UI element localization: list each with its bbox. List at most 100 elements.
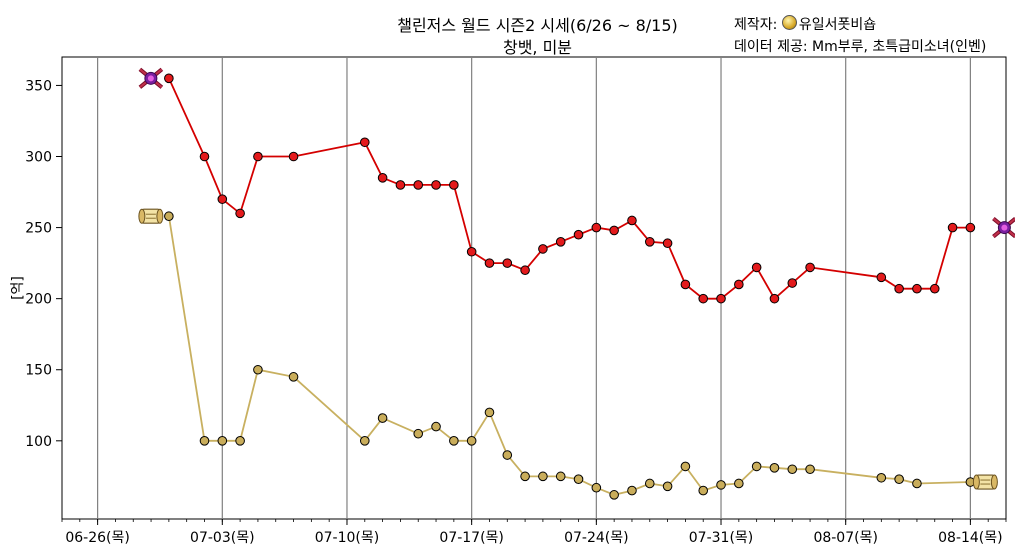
series-line (168, 216, 971, 496)
maker-label: 제작자: (734, 17, 778, 33)
series-2 (164, 211, 976, 500)
data-point (912, 478, 922, 489)
y-tick-label: 200 (25, 292, 52, 308)
plot-area (61, 56, 1007, 520)
data-point (484, 407, 495, 418)
series-1 (164, 73, 976, 304)
data-point (431, 421, 441, 432)
maker-name: 유일서폿비숍 (798, 17, 877, 33)
data-point (644, 237, 655, 247)
data-point (609, 225, 619, 236)
data-credit: 데이터 제공: Mm부루, 초특급미소녀(인벤) (734, 39, 987, 55)
y-tick-label: 250 (25, 221, 52, 237)
data-point (609, 490, 619, 500)
data-point (573, 229, 584, 240)
data-point (894, 474, 904, 484)
data-point (716, 293, 726, 304)
y-axis: 100 150 200 250 300 350 (25, 78, 62, 450)
data-point (538, 244, 548, 254)
data-point (591, 482, 602, 493)
icon-layer (138, 67, 1015, 490)
data-point (698, 485, 709, 496)
data-point (199, 151, 210, 162)
data-point (466, 246, 477, 257)
data-point (573, 474, 584, 484)
data-point (751, 461, 762, 472)
data-point (769, 463, 780, 473)
data-point (253, 364, 263, 375)
data-point (680, 279, 691, 290)
x-axis: 06-26(목) 07-03(목) 07-10(목) 07-17(목) 07-24(목)… (61, 519, 1007, 546)
data-point (876, 472, 887, 483)
data-point (502, 450, 513, 460)
data-point (662, 238, 673, 249)
scroll-icon (972, 474, 998, 490)
data-point (591, 222, 602, 233)
y-tick-label: 300 (25, 150, 52, 166)
chart-subtitle: 창뱃, 미분 (502, 38, 573, 57)
y-axis-label: [억] (10, 276, 26, 300)
maker-credit: 제작자: 유일서폿비숍 (734, 14, 876, 34)
data-point (502, 258, 513, 268)
data-point (555, 471, 566, 482)
data-point (449, 180, 459, 190)
data-point (805, 262, 815, 273)
data-point (538, 471, 548, 482)
x-tick-label: 07-17(목) (439, 530, 504, 546)
series-line (168, 77, 971, 301)
data-point (164, 73, 174, 84)
data-point (377, 173, 388, 183)
data-point (769, 293, 780, 304)
series-layer (164, 73, 976, 500)
data-point (520, 471, 530, 482)
data-point (359, 137, 370, 148)
grid-lines (97, 57, 971, 519)
data-point (377, 413, 388, 423)
data-point (929, 283, 940, 294)
data-point (627, 215, 637, 226)
x-tick-label: 06-26(목) (65, 530, 130, 546)
data-point (805, 464, 815, 475)
data-point (413, 180, 424, 190)
data-point (680, 461, 691, 472)
data-point (947, 222, 958, 233)
data-point (288, 372, 299, 382)
data-point (698, 293, 709, 304)
data-point (253, 151, 263, 162)
data-point (787, 464, 798, 475)
badge-icon (138, 67, 164, 89)
data-point (217, 436, 228, 446)
x-tick-label: 07-03(목) (190, 530, 255, 546)
data-point (520, 265, 530, 276)
data-point (734, 279, 744, 290)
x-tick-label: 08-07(목) (813, 530, 878, 546)
data-point (199, 436, 210, 446)
data-point (965, 222, 976, 233)
data-point (235, 436, 245, 446)
data-point (395, 180, 406, 190)
y-tick-label: 100 (25, 434, 52, 450)
data-point (288, 151, 299, 162)
data-point (644, 478, 655, 489)
data-point (466, 436, 477, 446)
y-tick-label: 150 (25, 363, 52, 379)
data-point (662, 481, 673, 492)
x-tick-label: 07-31(목) (689, 530, 754, 546)
x-tick-label: 07-24(목) (564, 530, 629, 546)
data-point (894, 283, 904, 294)
data-point (431, 180, 441, 190)
scroll-icon (138, 208, 164, 224)
data-point (555, 237, 566, 247)
data-point (235, 208, 245, 219)
data-point (876, 272, 887, 283)
y-tick-label: 350 (25, 78, 52, 94)
data-point (912, 283, 922, 294)
coin-icon (781, 15, 797, 30)
data-point (734, 478, 744, 489)
data-point (484, 258, 495, 268)
data-point (359, 436, 370, 446)
data-point (716, 480, 726, 490)
data-point (627, 485, 637, 496)
data-point (413, 428, 424, 439)
